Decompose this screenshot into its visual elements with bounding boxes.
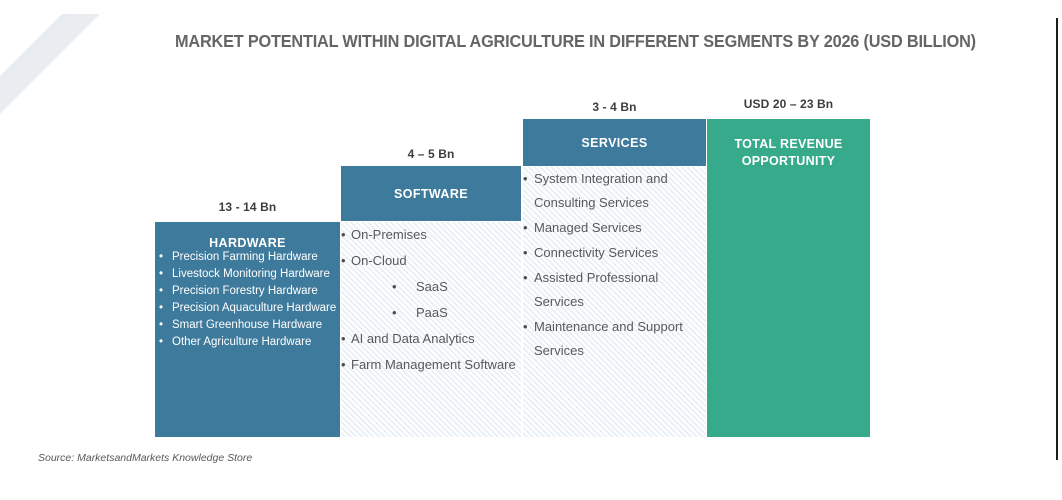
list-item: Connectivity Services [523,241,706,265]
list-item: Other Agriculture Hardware [155,335,340,350]
column-software: 4 – 5 Bn SOFTWARE On-Premises On-Cloud S… [341,0,521,500]
hardware-item-list: Precision Farming Hardware Livestock Mon… [155,250,340,350]
column-services: 3 - 4 Bn SERVICES System Integration and… [523,0,706,500]
services-header-box: SERVICES [523,119,706,166]
list-item: Assisted Professional Services [523,266,706,314]
services-header: SERVICES [581,136,648,150]
column-hardware: 13 - 14 Bn HARDWARE Precision Farming Ha… [155,0,340,500]
list-item: Precision Farming Hardware [155,250,340,265]
total-revenue-header: TOTAL REVENUE OPPORTUNITY [734,137,843,168]
list-item: Livestock Monitoring Hardware [155,267,340,282]
list-item: On-Cloud [341,248,521,273]
right-border-line [1056,18,1058,460]
services-value-label: 3 - 4 Bn [592,100,637,114]
list-item-sub: PaaS [378,300,521,325]
total-value-label: USD 20 – 23 Bn [743,97,834,111]
column-total-revenue: USD 20 – 23 Bn TOTAL REVENUE OPPORTUNITY [707,0,870,500]
services-item-list: System Integration and Consulting Servic… [523,167,706,363]
chart-title: MARKET POTENTIAL WITHIN DIGITAL AGRICULT… [175,31,976,51]
list-item: System Integration and Consulting Servic… [523,167,706,215]
list-item: Precision Forestry Hardware [155,284,340,299]
source-note: Source: MarketsandMarkets Knowledge Stor… [38,452,253,464]
software-value-label: 4 – 5 Bn [407,147,455,161]
list-item: Managed Services [523,216,706,240]
software-header-box: SOFTWARE [341,166,521,221]
software-item-list: On-Premises On-Cloud SaaS PaaS AI and Da… [341,222,521,377]
software-body: On-Premises On-Cloud SaaS PaaS AI and Da… [341,222,521,437]
total-revenue-box: TOTAL REVENUE OPPORTUNITY [707,119,870,437]
list-item: Maintenance and Support Services [523,315,706,363]
software-header: SOFTWARE [393,187,469,201]
hardware-value-label: 13 - 14 Bn [218,200,277,214]
services-body: System Integration and Consulting Servic… [523,167,706,437]
list-item: AI and Data Analytics [341,326,521,351]
hardware-header: HARDWARE [209,236,286,250]
list-item: Smart Greenhouse Hardware [155,318,340,333]
list-item-sub: SaaS [378,274,521,299]
list-item: On-Premises [341,222,521,247]
hardware-box: HARDWARE Precision Farming Hardware Live… [155,222,340,437]
list-item: Precision Aquaculture Hardware [155,301,340,316]
list-item: Farm Management Software [341,352,521,377]
